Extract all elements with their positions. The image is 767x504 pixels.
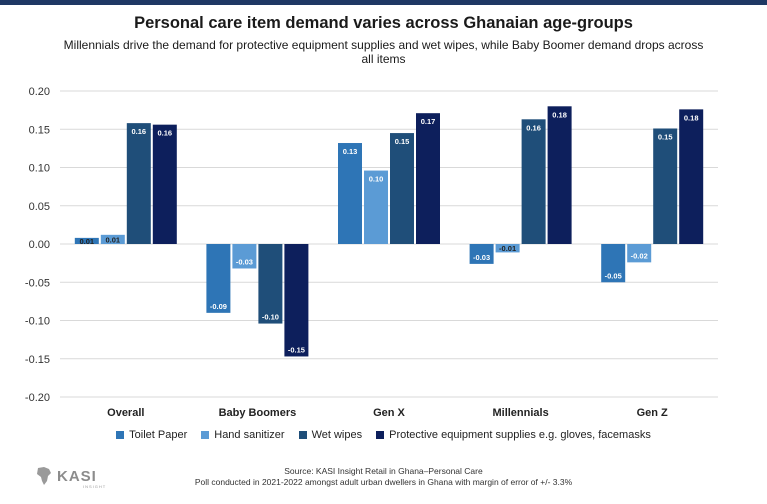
x-category-label: Millennials [492,407,548,419]
data-label: -0.03 [236,257,253,266]
y-tick-label: 0.00 [29,239,50,251]
data-label: 0.16 [526,123,541,132]
data-label: 0.15 [658,132,673,141]
bar [547,106,572,244]
bar [653,128,678,244]
legend-item-protective-equipment: Protective equipment supplies e.g. glove… [376,429,651,441]
source-line-1: Source: KASI Insight Retail in Ghana–Per… [284,466,483,476]
y-tick-label: 0.15 [29,124,50,136]
legend-label: Wet wipes [311,429,363,441]
bar [627,244,652,263]
legend-swatch [298,431,307,439]
logo-text: KASI [57,467,97,485]
bar [416,113,440,244]
y-tick-label: -0.15 [25,354,50,366]
data-label: 0.15 [395,137,410,146]
data-label: -0.02 [631,251,648,260]
legend-item-hand-sanitizer: Hand sanitizer [201,429,285,441]
bar [74,237,99,244]
data-label: 0.16 [131,127,146,136]
bar [469,244,494,264]
legend-swatch [376,431,385,439]
y-tick-label: 0.05 [29,201,50,213]
bar [521,119,546,244]
y-tick-label: -0.05 [25,277,50,289]
y-tick-label: 0.20 [29,86,50,98]
data-label: -0.03 [473,253,490,262]
data-label: 0.18 [552,110,567,119]
data-label: 0.01 [105,235,120,244]
legend-label: Toilet Paper [129,429,188,441]
legend-label: Protective equipment supplies e.g. glove… [389,429,651,441]
x-category-label: Gen Z [637,407,668,419]
top-rule [0,0,767,5]
kasi-logo: KASI INSIGHT [35,466,105,489]
chart-title: Personal care item demand varies across … [134,14,633,32]
legend-swatch [116,431,125,439]
bar [100,234,125,244]
y-tick-label: 0.10 [29,163,50,175]
x-category-label: Baby Boomers [219,407,297,419]
legend: Toilet Paper Hand sanitizer Wet wipes Pr… [0,429,767,441]
chart-subtitle: Millennials drive the demand for protect… [63,38,704,66]
legend-item-toilet-paper: Toilet Paper [116,429,187,441]
bar [390,133,414,244]
legend-item-wet-wipes: Wet wipes [298,429,363,441]
data-label: -0.15 [288,345,305,354]
y-tick-label: -0.10 [25,316,50,328]
x-category-label: Overall [107,407,144,419]
source-note: Source: KASI Insight Retail in Ghana–Per… [0,466,767,488]
bar [232,244,257,269]
bar [258,244,283,324]
x-category-label: Gen X [373,407,405,419]
bar [126,123,151,244]
data-label: -0.01 [499,244,516,253]
data-label: 0.17 [421,117,436,126]
bar [152,124,177,244]
bar [284,244,309,357]
legend-label: Hand sanitizer [214,429,285,441]
data-label: -0.09 [210,302,227,311]
legend-swatch [201,431,210,439]
y-tick-label: -0.20 [25,392,50,404]
data-label: 0.18 [684,113,699,122]
data-label: -0.10 [262,313,279,322]
africa-map-icon [37,467,51,485]
data-label: 0.10 [369,175,384,184]
bar [495,244,520,253]
bar [679,109,704,244]
bar [364,170,388,244]
data-label: 0.13 [343,147,358,156]
source-line-2: Poll conducted in 2021-2022 amongst adul… [194,477,573,487]
logo-subtext: INSIGHT [83,484,107,489]
bar [601,244,626,283]
bar [338,143,362,244]
data-label: 0.01 [79,237,94,246]
bar [206,244,231,313]
data-label: 0.16 [157,129,172,138]
data-label: -0.05 [605,271,622,280]
